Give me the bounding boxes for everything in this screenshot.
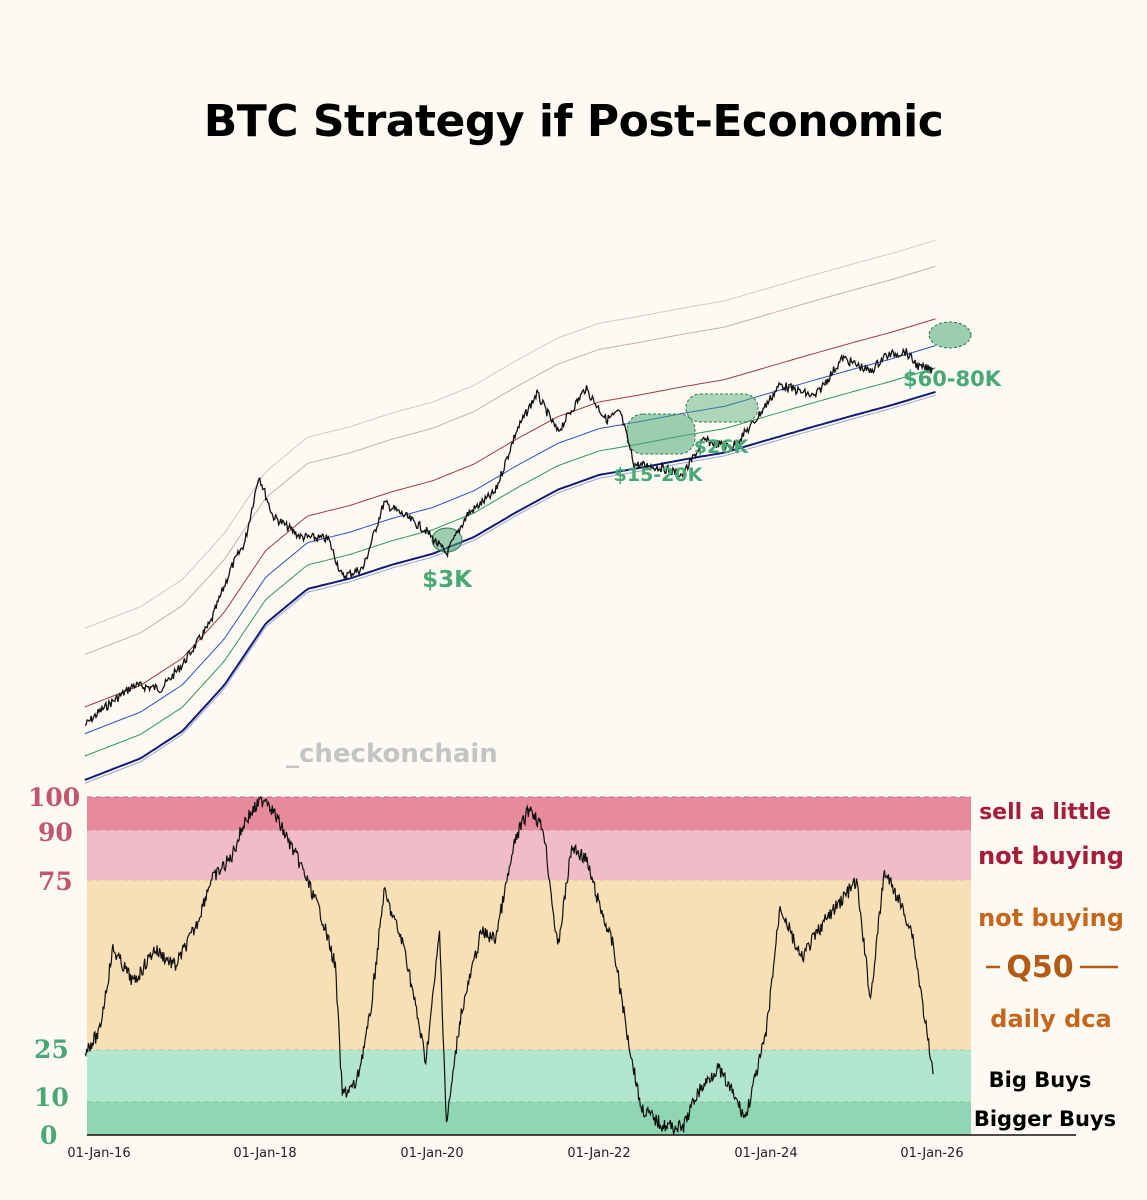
band-grey-upper-2 — [84, 239, 936, 629]
x-tick-2018: 01-Jan-18 — [233, 1146, 296, 1161]
zone-bigbuys — [87, 1050, 971, 1102]
x-tick-2026: 01-Jan-26 — [900, 1146, 963, 1161]
zone-label-big: Big Buys — [989, 1068, 1092, 1092]
zone-biggerbuys — [87, 1102, 971, 1135]
oscillator-line — [84, 795, 934, 1136]
band-green — [84, 367, 936, 757]
x-tick-labels: 01-Jan-16 01-Jan-18 01-Jan-20 01-Jan-22 … — [67, 1146, 963, 1161]
oscillator-zones — [87, 796, 1076, 1136]
zone-label-q50: Q50 — [1006, 950, 1073, 985]
y-tick-25: 25 — [34, 1035, 69, 1064]
annotation-26k: $26K — [694, 436, 750, 458]
y-tick-100: 100 — [28, 783, 80, 812]
zone-label-notbuy-1: not buying — [978, 842, 1124, 870]
zone-label-bigger: Bigger Buys — [974, 1107, 1116, 1131]
zone-label-notbuy-2: not buying — [978, 904, 1124, 932]
highlight-60-80k — [928, 321, 972, 349]
annotation-60-80k: $60-80K — [903, 367, 1002, 391]
band-navy — [84, 390, 936, 781]
y-tick-90: 90 — [38, 818, 73, 847]
band-red — [84, 318, 936, 708]
band-navy-glow — [84, 394, 936, 784]
zone-notbuy-orange — [87, 880, 971, 1050]
y-tick-10: 10 — [34, 1083, 69, 1112]
price-bands — [84, 239, 936, 784]
x-tick-2020: 01-Jan-20 — [400, 1146, 463, 1161]
btc-price-line — [84, 347, 934, 726]
highlight-3k — [431, 527, 463, 553]
zone-labels: sell a little not buying not buying Q50 … — [974, 800, 1124, 1131]
zone-label-sell: sell a little — [979, 800, 1111, 825]
x-tick-2016: 01-Jan-16 — [67, 1146, 130, 1161]
zone-notbuy-pink — [87, 830, 971, 880]
x-tick-2024: 01-Jan-24 — [734, 1146, 797, 1161]
chart-title: BTC Strategy if Post-Economic — [203, 96, 944, 147]
highlight-26k — [685, 393, 759, 423]
zone-label-dca: daily dca — [990, 1005, 1111, 1033]
y-tick-75: 75 — [38, 867, 73, 896]
annotation-15-20k: $15-20K — [614, 464, 704, 486]
y-tick-labels: 100 90 75 25 10 0 — [28, 783, 80, 1150]
watermark: _checkonchain — [286, 739, 498, 769]
highlight-15-20k — [626, 413, 696, 455]
x-tick-2022: 01-Jan-22 — [567, 1146, 630, 1161]
band-grey-upper-1 — [84, 265, 936, 655]
annotation-3k: $3K — [422, 567, 473, 593]
annotation-highlights — [431, 321, 972, 553]
y-tick-0: 0 — [40, 1121, 57, 1150]
